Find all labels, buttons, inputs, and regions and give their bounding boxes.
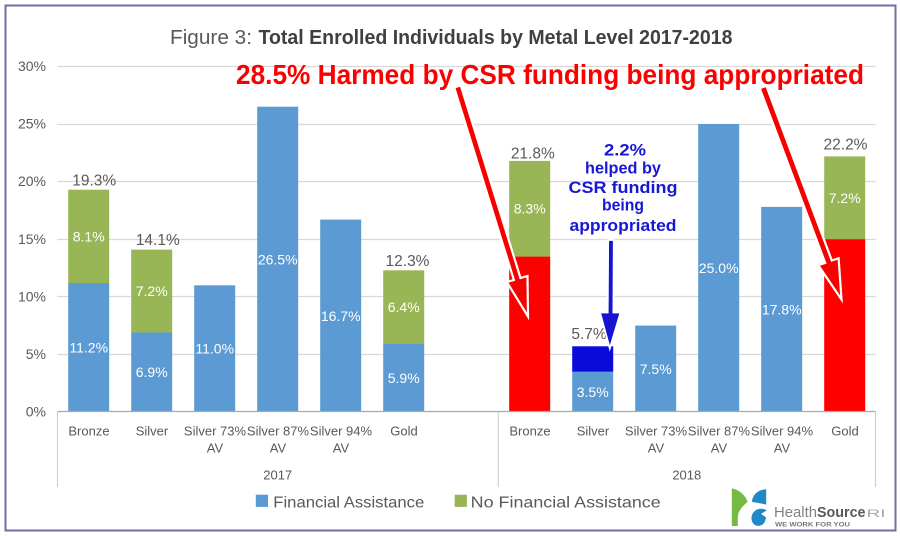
svg-text:8.1%: 8.1% xyxy=(73,228,105,244)
svg-text:Silver: Silver xyxy=(136,424,169,439)
svg-text:0%: 0% xyxy=(26,404,46,420)
svg-text:2017: 2017 xyxy=(263,468,292,483)
svg-text:2.2%: 2.2% xyxy=(604,141,646,160)
svg-text:7.5%: 7.5% xyxy=(640,361,672,377)
svg-text:being: being xyxy=(602,196,644,215)
svg-text:25.0%: 25.0% xyxy=(699,260,739,276)
svg-text:22.2%: 22.2% xyxy=(824,137,868,154)
svg-text:Financial Assistance: Financial Assistance xyxy=(273,495,424,512)
svg-text:Figure 3:: Figure 3: xyxy=(170,27,252,49)
svg-text:Silver 73%: Silver 73% xyxy=(184,424,247,439)
svg-text:Silver 94%: Silver 94% xyxy=(751,424,814,439)
svg-text:AV: AV xyxy=(270,441,287,456)
svg-text:Silver 94%: Silver 94% xyxy=(310,424,373,439)
svg-text:8.3%: 8.3% xyxy=(514,201,546,217)
svg-text:5.7%: 5.7% xyxy=(571,326,607,343)
svg-text:7.2%: 7.2% xyxy=(829,190,861,206)
svg-text:28.5% Harmed by CSR funding be: 28.5% Harmed by CSR funding being approp… xyxy=(236,59,864,90)
svg-text:Source: Source xyxy=(817,504,866,521)
svg-text:Silver: Silver xyxy=(577,424,610,439)
svg-text:11.0%: 11.0% xyxy=(195,341,234,357)
svg-text:No Financial Assistance: No Financial Assistance xyxy=(471,495,661,512)
svg-text:7.2%: 7.2% xyxy=(136,283,168,299)
svg-text:Bronze: Bronze xyxy=(509,424,550,439)
svg-text:25%: 25% xyxy=(18,116,46,132)
svg-text:AV: AV xyxy=(774,441,791,456)
svg-text:14.1%: 14.1% xyxy=(136,232,180,249)
svg-text:6.9%: 6.9% xyxy=(136,364,168,380)
svg-text:Health: Health xyxy=(774,504,817,521)
svg-text:12.3%: 12.3% xyxy=(386,253,430,270)
svg-text:AV: AV xyxy=(648,441,665,456)
svg-text:5%: 5% xyxy=(26,346,46,362)
svg-text:RI: RI xyxy=(867,508,886,520)
svg-text:WE WORK FOR YOU: WE WORK FOR YOU xyxy=(775,522,850,529)
svg-text:21.8%: 21.8% xyxy=(511,146,555,163)
svg-text:Bronze: Bronze xyxy=(68,424,109,439)
svg-text:26.5%: 26.5% xyxy=(258,251,298,267)
svg-text:20%: 20% xyxy=(18,173,46,189)
svg-text:AV: AV xyxy=(207,441,224,456)
svg-text:5.9%: 5.9% xyxy=(388,370,420,386)
svg-text:Silver 87%: Silver 87% xyxy=(688,424,751,439)
svg-text:Total Enrolled Individuals by: Total Enrolled Individuals by Metal Leve… xyxy=(259,27,733,49)
svg-text:30%: 30% xyxy=(18,58,46,74)
svg-text:10%: 10% xyxy=(18,288,46,304)
svg-text:Silver 87%: Silver 87% xyxy=(247,424,310,439)
svg-text:6.4%: 6.4% xyxy=(388,299,420,315)
svg-text:helped by: helped by xyxy=(585,159,662,178)
svg-text:CSR funding: CSR funding xyxy=(569,178,678,197)
svg-text:Gold: Gold xyxy=(390,424,417,439)
svg-text:11.2%: 11.2% xyxy=(69,340,108,356)
svg-text:Silver 73%: Silver 73% xyxy=(625,424,688,439)
svg-text:appropriated: appropriated xyxy=(570,216,677,235)
svg-text:19.3%: 19.3% xyxy=(72,172,116,189)
svg-text:2018: 2018 xyxy=(672,468,701,483)
svg-text:17.8%: 17.8% xyxy=(762,302,802,318)
svg-text:Gold: Gold xyxy=(831,424,858,439)
svg-text:AV: AV xyxy=(711,441,728,456)
svg-text:15%: 15% xyxy=(18,231,46,247)
svg-text:AV: AV xyxy=(333,441,350,456)
svg-text:3.5%: 3.5% xyxy=(577,384,609,400)
svg-text:16.7%: 16.7% xyxy=(321,308,361,324)
